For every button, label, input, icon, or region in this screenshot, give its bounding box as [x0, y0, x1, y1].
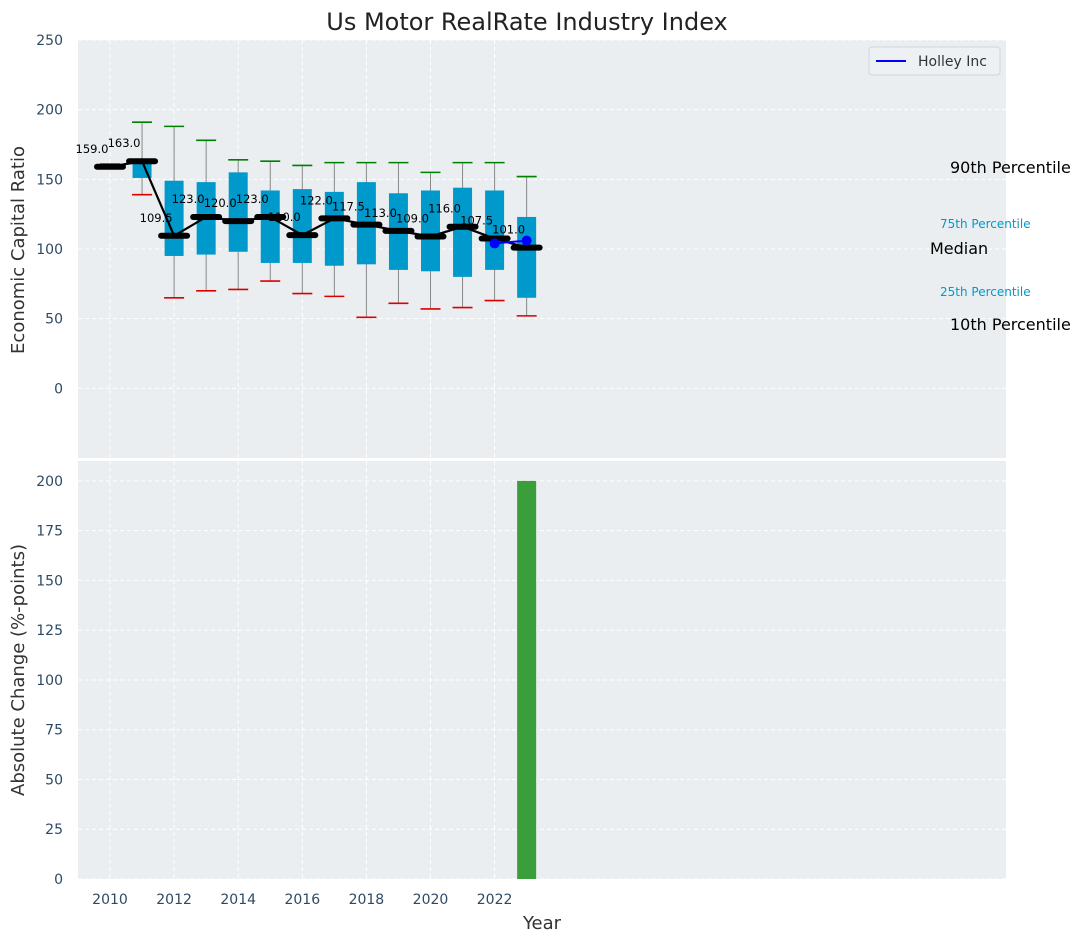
x-tick-label: 2016: [284, 892, 320, 908]
iqr-box: [260, 190, 280, 263]
x-tick-label: 2020: [413, 892, 449, 908]
y-tick-label: 50: [45, 772, 63, 788]
bottom-y-axis-label: Absolute Change (%-points): [8, 544, 29, 796]
chart-title: Us Motor RealRate Industry Index: [326, 8, 728, 36]
company-line: [494, 239, 527, 245]
box-plot-panel: 0 50 100 150 200 250 159.0 163.0 109.5 123.0 120.…: [8, 33, 1071, 458]
top-y-tick-labels: 0 50 100 150 200 250: [36, 33, 63, 397]
y-tick-label: 75: [45, 723, 63, 739]
median-value-labels: 159.0 163.0 109.5 123.0 120.0 123.0 110.0 122.0…: [76, 136, 526, 236]
x-tick-labels: 2010 2012 2014 2016 2018 2020 2022: [92, 892, 512, 908]
x-tick-label: 2022: [477, 892, 513, 908]
p10-label: 10th Percentile: [950, 315, 1071, 334]
y-tick-label: 100: [36, 673, 63, 689]
company-series: [489, 235, 532, 249]
median-value-label: 107.5: [460, 214, 493, 228]
y-tick-label: 150: [36, 573, 63, 589]
median-value-label: 163.0: [108, 136, 141, 150]
iqr-box: [453, 187, 473, 277]
p90-label: 90th Percentile: [950, 158, 1071, 177]
median-value-label: 109.5: [140, 211, 173, 225]
median-value-label: 123.0: [236, 192, 269, 206]
iqr-box: [292, 189, 312, 263]
y-tick-label: 250: [36, 33, 63, 49]
box-2018: [350, 161, 383, 319]
box-2022: [478, 161, 511, 302]
p75-label: 75th Percentile: [940, 217, 1031, 231]
x-axis-label: Year: [522, 913, 562, 934]
box-2013: [190, 139, 223, 292]
y-tick-label: 0: [54, 872, 63, 888]
top-y-axis-label: Economic Capital Ratio: [8, 146, 29, 354]
median-label: Median: [930, 239, 988, 258]
p25-label: 25th Percentile: [940, 285, 1031, 299]
iqr-box: [421, 190, 440, 272]
x-tick-label: 2012: [156, 892, 192, 908]
legend-box: [868, 46, 1001, 76]
legend-label: Holley Inc: [918, 54, 987, 70]
box-2014: [222, 159, 255, 291]
x-tick-label: 2010: [92, 892, 128, 908]
legend: Holley Inc: [868, 46, 1001, 76]
percentile-labels: 90th Percentile 75th Percentile Median 2…: [930, 158, 1071, 334]
bottom-plot-area: [78, 461, 1006, 879]
iqr-box: [517, 216, 537, 298]
box-2016: [286, 164, 319, 295]
y-tick-label: 200: [36, 474, 63, 490]
box-2015: [254, 160, 287, 282]
median-line: [109, 159, 527, 249]
bottom-gridlines: [78, 461, 1006, 880]
x-tick-label: 2014: [220, 892, 256, 908]
bottom-y-tick-labels: 0 25 50 75 100 125 150 175 200: [36, 474, 63, 888]
y-tick-label: 150: [36, 172, 63, 188]
y-tick-label: 25: [45, 822, 63, 838]
median-value-label: 117.5: [332, 200, 365, 214]
y-tick-label: 175: [36, 524, 63, 540]
y-tick-label: 200: [36, 103, 63, 119]
median-value-label: 109.0: [396, 211, 429, 225]
median-value-label: 122.0: [300, 193, 333, 207]
y-tick-label: 50: [45, 312, 63, 328]
iqr-box: [485, 190, 505, 270]
y-tick-label: 100: [36, 242, 63, 258]
median-value-label: 113.0: [364, 206, 397, 220]
median-value-label: 116.0: [428, 202, 461, 216]
company-point: [521, 235, 532, 246]
bar-2023: [517, 480, 537, 879]
y-tick-label: 125: [36, 623, 63, 639]
median-value-label: 120.0: [204, 196, 237, 210]
median-value-label: 101.0: [492, 223, 525, 237]
median-trend: [109, 159, 527, 249]
box-2012: [158, 125, 191, 299]
bars: [517, 480, 537, 879]
iqr-box: [324, 191, 344, 266]
x-tick-label: 2018: [349, 892, 385, 908]
median-value-label: 123.0: [172, 192, 205, 206]
median-value-label: 159.0: [76, 142, 109, 156]
iqr-box: [228, 172, 248, 252]
y-tick-label: 0: [54, 381, 63, 397]
company-point: [489, 238, 500, 249]
median-value-label: 110.0: [268, 210, 301, 224]
